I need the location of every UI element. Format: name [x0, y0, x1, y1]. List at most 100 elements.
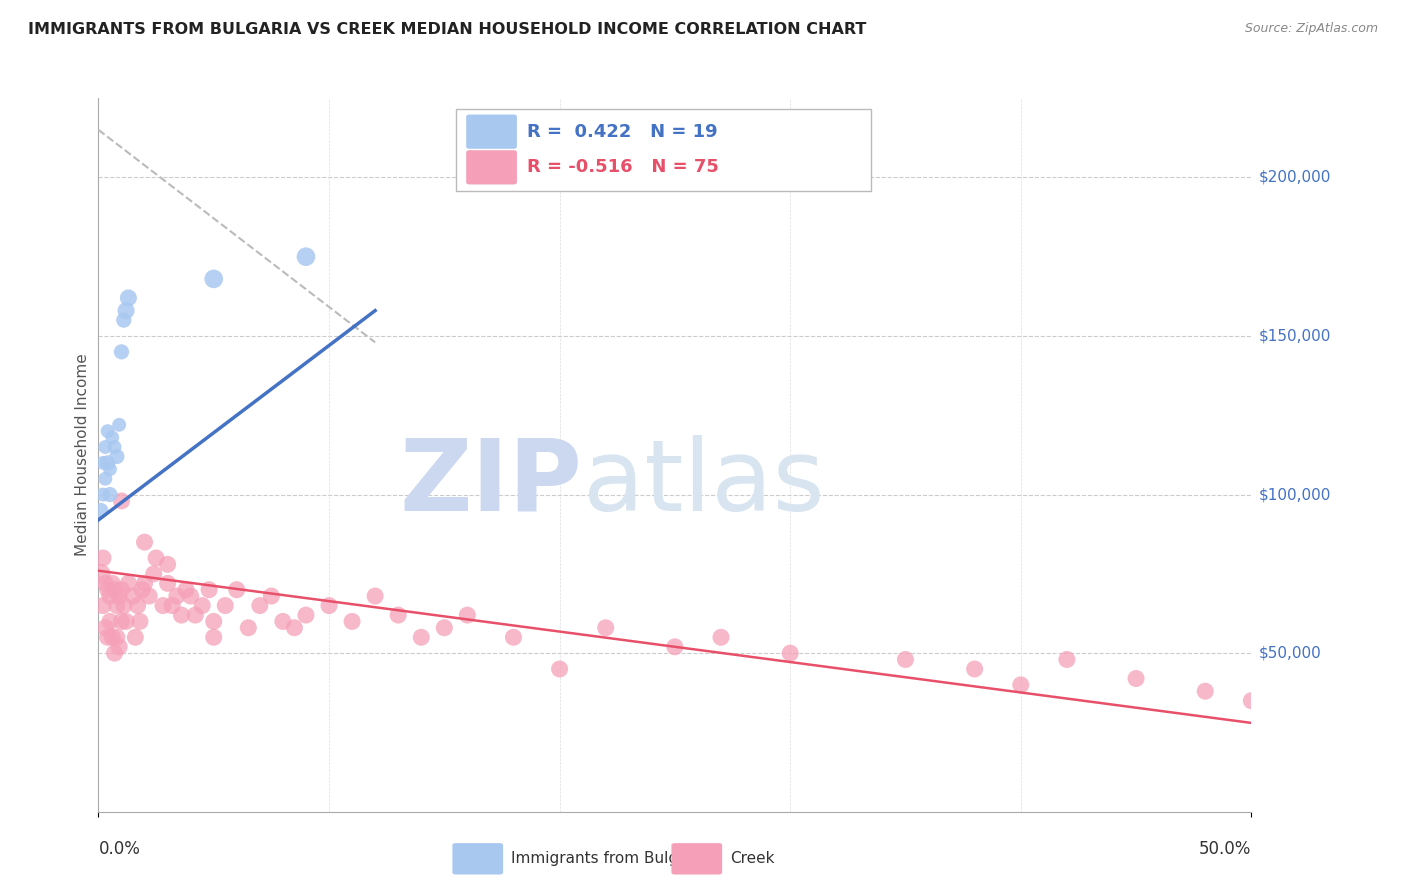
- FancyBboxPatch shape: [467, 150, 517, 185]
- Point: [145, 551, 167, 566]
- Point: [238, 621, 260, 635]
- Point: [91, 599, 114, 613]
- Point: [97, 630, 120, 644]
- Point: [131, 582, 153, 597]
- Point: [117, 291, 139, 305]
- Point: [156, 558, 179, 572]
- Point: [894, 652, 917, 666]
- Point: [91, 487, 114, 501]
- Point: [108, 640, 131, 654]
- Point: [411, 630, 433, 644]
- Point: [117, 576, 139, 591]
- Point: [122, 589, 145, 603]
- Point: [318, 599, 340, 613]
- Text: Immigrants from Bulgaria: Immigrants from Bulgaria: [512, 851, 707, 866]
- Point: [166, 589, 188, 603]
- Point: [97, 424, 120, 438]
- Point: [202, 272, 225, 286]
- Point: [180, 589, 202, 603]
- Point: [160, 599, 183, 613]
- Point: [108, 589, 131, 603]
- Point: [156, 576, 179, 591]
- Point: [138, 589, 160, 603]
- Point: [1056, 652, 1078, 666]
- Point: [129, 615, 152, 629]
- Point: [94, 576, 117, 591]
- Point: [127, 599, 149, 613]
- Point: [664, 640, 686, 654]
- Point: [101, 576, 124, 591]
- Point: [595, 621, 617, 635]
- Point: [110, 582, 132, 597]
- Text: $50,000: $50,000: [1258, 646, 1322, 661]
- Point: [198, 582, 221, 597]
- Point: [115, 615, 138, 629]
- Point: [101, 430, 124, 444]
- Point: [142, 566, 165, 581]
- Point: [91, 551, 114, 566]
- Point: [98, 615, 121, 629]
- Point: [152, 599, 174, 613]
- Point: [1125, 672, 1147, 686]
- Point: [94, 440, 117, 454]
- Point: [295, 608, 318, 623]
- Point: [90, 503, 112, 517]
- Point: [184, 608, 207, 623]
- Point: [548, 662, 571, 676]
- Point: [387, 608, 409, 623]
- Point: [433, 621, 456, 635]
- Point: [170, 608, 193, 623]
- Point: [110, 344, 132, 359]
- Point: [115, 303, 138, 318]
- Point: [103, 646, 125, 660]
- Y-axis label: Median Household Income: Median Household Income: [75, 353, 90, 557]
- Point: [97, 582, 120, 597]
- Point: [202, 615, 225, 629]
- Point: [103, 582, 125, 597]
- Point: [502, 630, 524, 644]
- Point: [103, 440, 125, 454]
- Point: [110, 494, 132, 508]
- Text: R =  0.422   N = 19: R = 0.422 N = 19: [527, 123, 718, 141]
- Point: [1010, 678, 1032, 692]
- Point: [779, 646, 801, 660]
- Point: [134, 576, 156, 591]
- Point: [214, 599, 236, 613]
- Point: [90, 566, 112, 581]
- Point: [105, 630, 128, 644]
- Text: ZIP: ZIP: [399, 435, 582, 532]
- Point: [271, 615, 294, 629]
- Point: [98, 589, 121, 603]
- Point: [340, 615, 363, 629]
- Text: Creek: Creek: [730, 851, 775, 866]
- Text: atlas: atlas: [582, 435, 824, 532]
- Point: [134, 535, 156, 549]
- Point: [94, 621, 117, 635]
- Text: $150,000: $150,000: [1258, 328, 1330, 343]
- Point: [456, 608, 478, 623]
- Point: [249, 599, 271, 613]
- Text: $200,000: $200,000: [1258, 169, 1330, 185]
- Point: [260, 589, 283, 603]
- Text: R = -0.516   N = 75: R = -0.516 N = 75: [527, 159, 720, 177]
- Point: [98, 487, 121, 501]
- FancyBboxPatch shape: [672, 843, 723, 874]
- Point: [110, 615, 132, 629]
- Point: [225, 582, 247, 597]
- Text: $100,000: $100,000: [1258, 487, 1330, 502]
- Point: [91, 456, 114, 470]
- FancyBboxPatch shape: [456, 109, 870, 191]
- Point: [105, 599, 128, 613]
- Point: [202, 630, 225, 644]
- Text: IMMIGRANTS FROM BULGARIA VS CREEK MEDIAN HOUSEHOLD INCOME CORRELATION CHART: IMMIGRANTS FROM BULGARIA VS CREEK MEDIAN…: [28, 22, 866, 37]
- Point: [98, 462, 121, 476]
- Point: [1286, 703, 1309, 717]
- Point: [112, 313, 135, 327]
- Point: [963, 662, 986, 676]
- Point: [97, 456, 120, 470]
- Text: 50.0%: 50.0%: [1199, 840, 1251, 858]
- Point: [94, 472, 117, 486]
- Point: [101, 630, 124, 644]
- Point: [112, 599, 135, 613]
- Point: [1194, 684, 1216, 698]
